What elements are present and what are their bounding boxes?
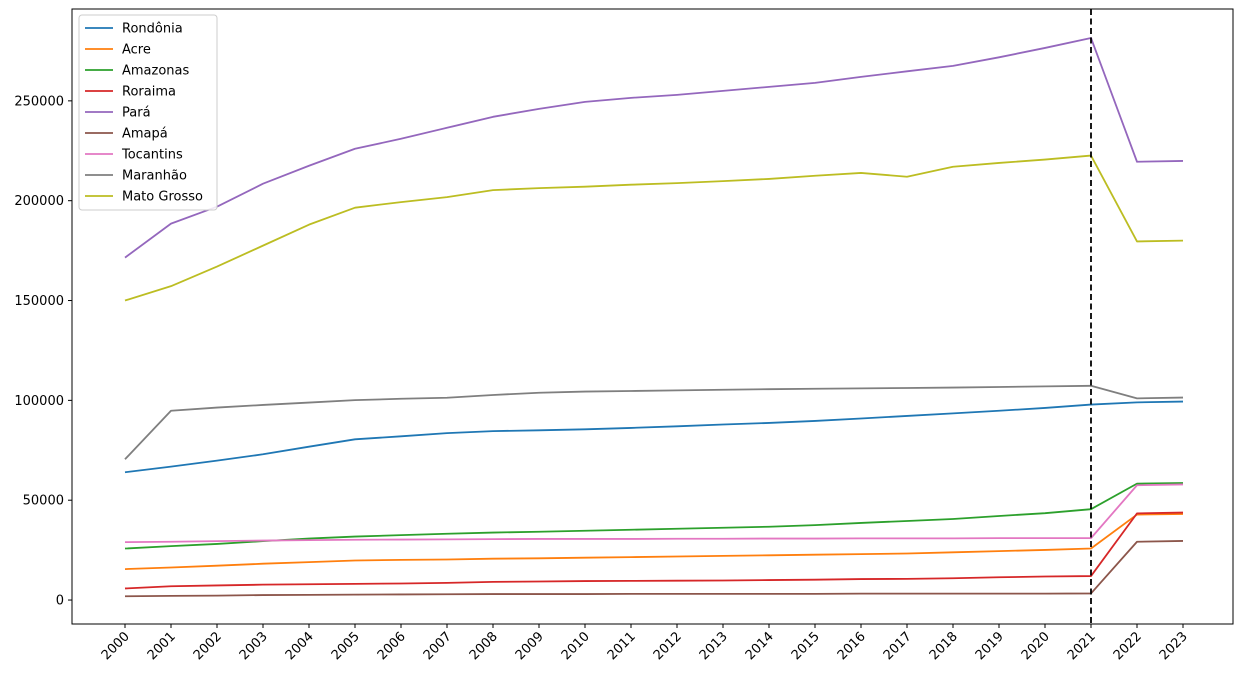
x-tick-label: 2003 [237, 629, 271, 663]
x-tick-label: 2005 [329, 629, 363, 663]
series-line-8 [124, 154, 1184, 302]
series-line-0 [124, 400, 1184, 474]
x-axis-ticks: 2000 2001 2002 2003 2004 2005 2006 2007 2008 2009… [99, 624, 1191, 663]
x-tick-label: 2008 [467, 629, 501, 663]
x-tick-label: 2021 [1065, 629, 1099, 663]
x-tick-label: 2007 [421, 629, 455, 663]
x-tick-label: 2016 [835, 629, 869, 663]
legend-label-2: Amazonas [122, 64, 190, 79]
x-tick-label: 2011 [605, 629, 639, 663]
y-tick-label: 50000 [23, 494, 64, 509]
y-axis-ticks: 0 50000 100000 150000 200000 250000 [14, 94, 72, 609]
series-line-5 [124, 540, 1184, 598]
y-tick-label: 0 [56, 594, 64, 609]
series-line-6 [124, 483, 1184, 544]
legend-label-3: Roraima [122, 85, 176, 100]
x-tick-label: 2002 [191, 629, 225, 663]
series-line-2 [124, 482, 1184, 550]
x-tick-label: 2019 [973, 629, 1007, 663]
axes-frame [71, 8, 1234, 625]
x-tick-label: 2010 [559, 629, 593, 663]
series-line-1 [124, 513, 1184, 570]
legend: Rondônia Acre Amazonas Roraima Pará Amapá Toca… [78, 14, 218, 211]
x-tick-label: 2006 [375, 629, 409, 663]
x-tick-label: 2020 [1019, 629, 1053, 663]
x-tick-label: 2022 [1111, 629, 1145, 663]
y-tick-label: 150000 [14, 294, 64, 309]
x-tick-label: 2018 [927, 629, 961, 663]
series-line-3 [124, 511, 1184, 590]
x-tick-label: 2017 [881, 629, 915, 663]
x-tick-label: 2012 [651, 629, 685, 663]
x-tick-label: 2023 [1157, 629, 1191, 663]
y-tick-label: 100000 [14, 394, 64, 409]
series-line-4 [124, 37, 1184, 259]
legend-box [78, 14, 218, 211]
y-tick-label: 250000 [14, 94, 64, 109]
plot-area-border [71, 8, 1234, 625]
y-tick-label: 200000 [14, 194, 64, 209]
x-tick-label: 2014 [743, 629, 777, 663]
legend-label-1: Acre [122, 43, 151, 58]
legend-label-0: Rondônia [122, 22, 183, 37]
series-layer [124, 37, 1184, 598]
legend-label-8: Mato Grosso [122, 190, 203, 205]
legend-label-5: Amapá [122, 127, 168, 142]
legend-label-6: Tocantins [121, 148, 183, 163]
x-tick-label: 2004 [283, 629, 317, 663]
legend-label-7: Maranhão [122, 169, 187, 184]
x-tick-label: 2013 [697, 629, 731, 663]
x-tick-label: 2001 [145, 629, 179, 663]
x-tick-label: 2009 [513, 629, 547, 663]
legend-label-4: Pará [122, 106, 151, 121]
x-tick-label: 2015 [789, 629, 823, 663]
series-line-7 [124, 384, 1184, 460]
x-tick-label: 2000 [99, 629, 133, 663]
